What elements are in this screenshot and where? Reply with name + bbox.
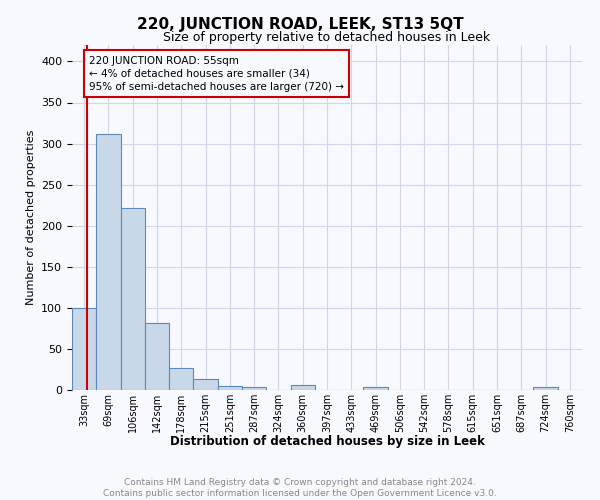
Bar xyxy=(96,134,121,390)
Bar xyxy=(193,378,218,390)
Text: 220, JUNCTION ROAD, LEEK, ST13 5QT: 220, JUNCTION ROAD, LEEK, ST13 5QT xyxy=(137,18,463,32)
Title: Size of property relative to detached houses in Leek: Size of property relative to detached ho… xyxy=(163,31,491,44)
Text: Contains HM Land Registry data © Crown copyright and database right 2024.
Contai: Contains HM Land Registry data © Crown c… xyxy=(103,478,497,498)
Bar xyxy=(290,385,315,390)
Bar xyxy=(169,368,193,390)
X-axis label: Distribution of detached houses by size in Leek: Distribution of detached houses by size … xyxy=(170,435,484,448)
Bar xyxy=(218,386,242,390)
Bar xyxy=(242,386,266,390)
Bar xyxy=(533,386,558,390)
Y-axis label: Number of detached properties: Number of detached properties xyxy=(26,130,35,305)
Bar xyxy=(121,208,145,390)
Bar xyxy=(145,322,169,390)
Text: 220 JUNCTION ROAD: 55sqm
← 4% of detached houses are smaller (34)
95% of semi-de: 220 JUNCTION ROAD: 55sqm ← 4% of detache… xyxy=(89,56,344,92)
Bar xyxy=(72,308,96,390)
Bar xyxy=(364,386,388,390)
